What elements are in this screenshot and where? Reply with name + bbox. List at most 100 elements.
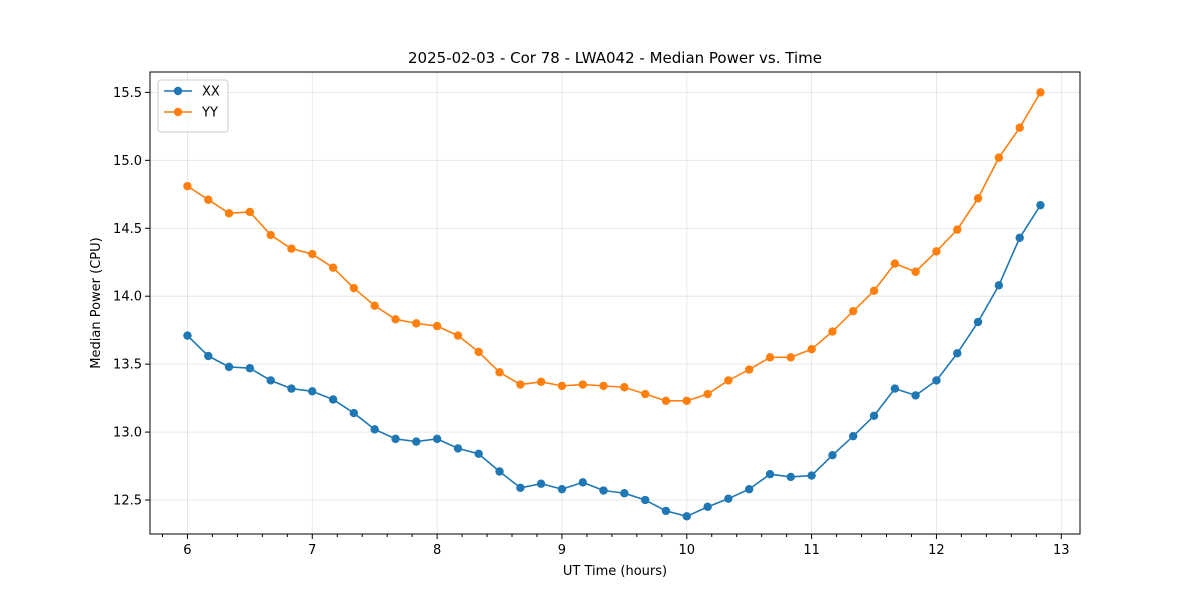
data-point-yy (183, 181, 192, 191)
data-point-yy (682, 396, 691, 406)
data-point-xx (932, 376, 941, 385)
data-point-xx (724, 494, 733, 503)
y-tick-label: 12.5 (113, 494, 142, 509)
data-point-xx (620, 489, 629, 498)
data-point-yy (848, 306, 858, 316)
data-point-xx (183, 331, 192, 340)
data-point-xx (890, 384, 900, 393)
data-point-xx (994, 281, 1004, 290)
data-point-xx (641, 495, 650, 505)
x-tick-label: 7 (308, 543, 316, 558)
data-point-yy (536, 377, 546, 387)
data-point-yy (432, 321, 442, 331)
x-tick-label: 13 (1053, 543, 1070, 558)
data-point-xx (412, 437, 421, 446)
data-point-xx (973, 317, 983, 327)
data-point-xx (848, 431, 858, 441)
ticks: 6 7 8 9 10 11 12 13 12.5 13.0 13.5 14.0 14.5 15.0 15.5 (113, 86, 1070, 558)
data-point-yy (724, 376, 733, 385)
data-point-xx (474, 449, 483, 459)
data-point-yy (994, 153, 1004, 162)
data-point-yy (744, 365, 754, 374)
legend-marker-xx (173, 86, 183, 96)
data-point-yy (308, 249, 317, 259)
legend-marker-yy (173, 107, 183, 117)
data-point-xx (432, 434, 442, 444)
x-tick-label: 11 (803, 543, 820, 558)
data-point-xx (786, 472, 795, 482)
y-tick-label: 13.0 (113, 426, 142, 441)
y-tick-label: 15.5 (113, 86, 142, 101)
data-point-yy (786, 353, 795, 362)
data-point-yy (599, 381, 608, 391)
data-point-yy (890, 259, 900, 268)
data-point-yy (391, 315, 400, 324)
data-point-yy (911, 267, 920, 276)
data-point-xx (1015, 233, 1024, 242)
data-point-xx (287, 384, 296, 393)
data-point-yy (641, 389, 650, 399)
data-point-xx (516, 483, 525, 492)
x-tick-label: 8 (433, 543, 441, 558)
data-point-xx (308, 387, 317, 396)
data-point-xx (599, 486, 608, 495)
data-point-xx (765, 470, 775, 479)
data-point-xx (349, 408, 359, 418)
data-point-xx (1036, 200, 1045, 210)
y-tick-label: 14.5 (113, 222, 142, 237)
data-point-yy (266, 230, 275, 240)
x-tick-label: 6 (183, 543, 191, 558)
data-point-xx (391, 434, 400, 444)
y-tick-label: 13.5 (113, 358, 142, 373)
grid (150, 72, 1080, 534)
y-axis-label: Median Power (CPU) (89, 237, 104, 368)
data-point-yy (474, 347, 483, 357)
data-point-yy (620, 383, 629, 392)
legend-label-xx: XX (202, 85, 220, 100)
chart-title: 2025-02-03 - Cor 78 - LWA042 - Median Po… (408, 49, 822, 67)
data-point-yy (973, 194, 983, 203)
data-point-xx (453, 444, 463, 453)
data-point-xx (807, 471, 816, 480)
data-point-xx (703, 502, 712, 512)
y-tick-label: 15.0 (113, 154, 142, 169)
data-point-xx (328, 395, 338, 404)
data-point-yy (869, 286, 879, 295)
data-point-xx (682, 512, 691, 521)
data-point-yy (807, 345, 816, 354)
legend-label-yy: YY (201, 106, 218, 121)
data-point-xx (204, 351, 213, 361)
data-point-yy (287, 244, 296, 253)
x-axis-label: UT Time (hours) (563, 564, 667, 579)
data-point-yy (412, 319, 421, 328)
data-point-yy (349, 283, 359, 293)
data-point-xx (911, 391, 920, 400)
data-point-yy (557, 381, 567, 391)
data-point-yy (703, 389, 712, 399)
data-point-yy (495, 368, 504, 377)
data-point-yy (1015, 123, 1024, 132)
series-layer (183, 88, 1045, 521)
data-point-yy (328, 263, 338, 272)
data-point-yy (204, 195, 213, 204)
data-point-xx (245, 364, 255, 373)
data-point-yy (245, 207, 255, 217)
axes-frame (149, 71, 1081, 535)
data-point-yy (765, 353, 775, 362)
x-tick-label: 12 (928, 543, 945, 558)
data-point-xx (495, 467, 504, 476)
legend: XX YY (157, 79, 229, 133)
data-point-xx (370, 425, 379, 434)
data-point-xx (953, 349, 962, 358)
data-point-xx (536, 479, 546, 488)
y-tick-label: 14.0 (113, 290, 142, 305)
data-point-xx (578, 478, 587, 487)
series-line-yy (187, 91, 1042, 402)
data-point-xx (661, 506, 671, 516)
x-tick-label: 10 (679, 543, 696, 558)
data-point-yy (828, 327, 837, 336)
x-tick-label: 9 (558, 543, 566, 558)
data-point-yy (578, 380, 587, 389)
data-point-yy (224, 209, 234, 218)
